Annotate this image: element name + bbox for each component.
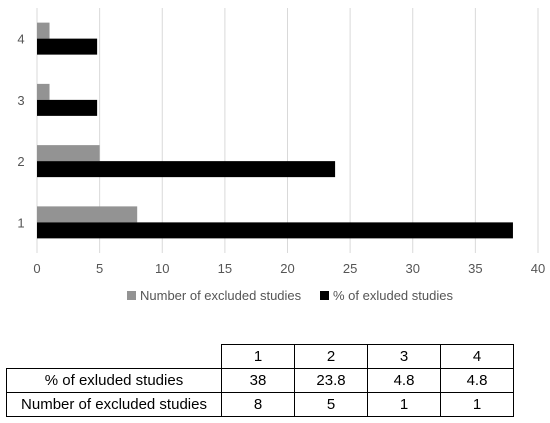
- table-row: Number of excluded studies 8 5 1 1: [6, 392, 514, 417]
- table-cell: 5: [294, 392, 368, 417]
- table-cell: 1: [440, 392, 514, 417]
- data-table: 1 2 3 4 % of exluded studies 38 23.8 4.8…: [6, 344, 514, 417]
- table-cell: 4.8: [440, 368, 514, 393]
- table-header-cell: 1: [221, 344, 295, 369]
- bar-chart: 0 5 10 15 20 25 30 35 40 1 2 3 4 Number of excluded s…: [17, 8, 545, 303]
- table-header-cell: 4: [440, 344, 514, 369]
- bar-excluded-count: [37, 22, 50, 39]
- x-tick-label: 20: [280, 261, 294, 276]
- x-tick-label: 15: [218, 261, 232, 276]
- y-tick-label: 2: [17, 154, 24, 169]
- x-tick-label: 35: [468, 261, 482, 276]
- y-tick-label: 3: [17, 93, 24, 108]
- x-tick-label: 5: [96, 261, 103, 276]
- table-cell: 1: [367, 392, 441, 417]
- table-cell: 8: [221, 392, 295, 417]
- legend-label: Number of excluded studies: [140, 288, 302, 303]
- bar-excluded-percent: [37, 161, 336, 178]
- bar-excluded-count: [37, 83, 50, 100]
- x-tick-label: 40: [531, 261, 545, 276]
- legend-swatch: [320, 291, 329, 300]
- legend-label: % of exluded studies: [333, 288, 453, 303]
- y-tick-label: 4: [17, 32, 24, 47]
- bar-excluded-percent: [37, 99, 98, 116]
- table-cell: 38: [221, 368, 295, 393]
- table-row-label: % of exluded studies: [6, 368, 222, 393]
- table-header-row: 1 2 3 4: [6, 344, 514, 369]
- x-tick-label: 10: [155, 261, 169, 276]
- table-row: % of exluded studies 38 23.8 4.8 4.8: [6, 368, 514, 393]
- table-header-cell: 3: [367, 344, 441, 369]
- bar-excluded-percent: [37, 38, 98, 55]
- y-tick-label: 1: [17, 215, 24, 230]
- table-cell: 23.8: [294, 368, 368, 393]
- table-cell: 4.8: [367, 368, 441, 393]
- x-tick-label: 0: [33, 261, 40, 276]
- table-header-cell: 2: [294, 344, 368, 369]
- table-row-label: Number of excluded studies: [6, 392, 222, 417]
- bar-excluded-count: [37, 206, 138, 223]
- legend-swatch: [127, 291, 136, 300]
- x-tick-label: 25: [343, 261, 357, 276]
- bar-excluded-count: [37, 145, 100, 162]
- table-corner-cell: [6, 344, 222, 369]
- x-tick-label: 30: [406, 261, 420, 276]
- bar-excluded-percent: [37, 222, 513, 239]
